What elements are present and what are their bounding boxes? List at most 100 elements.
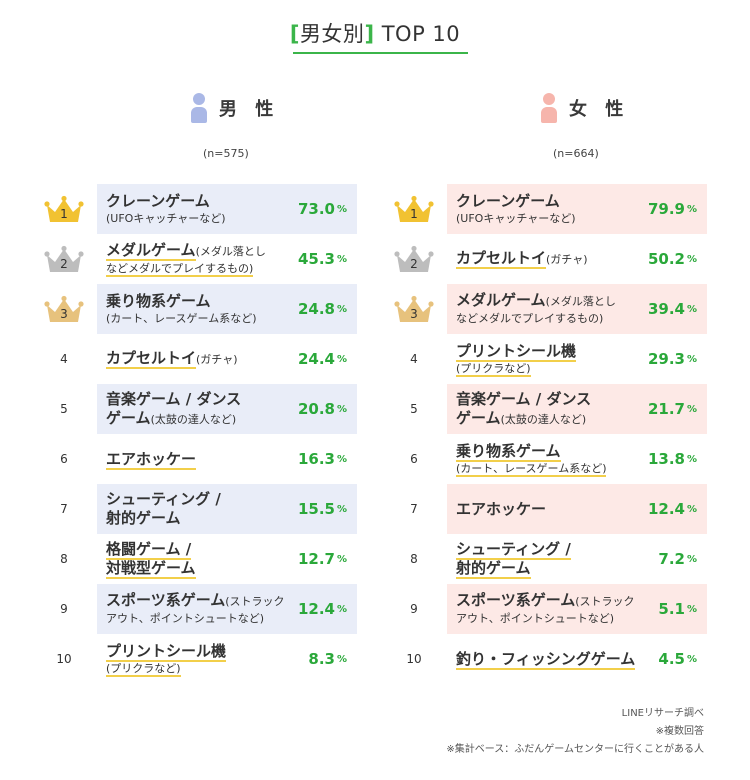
item-name: エアホッケー — [456, 484, 641, 534]
item-title: エアホッケー — [456, 499, 547, 518]
item-subtitle: (プリクラなど) — [106, 661, 291, 677]
ranking-row: 6 エアホッケー 16.3% — [0, 434, 360, 484]
item-percentage: 12.4% — [285, 584, 347, 634]
item-percentage: 39.4% — [635, 284, 697, 334]
item-title: プリントシール機 — [456, 341, 577, 362]
item-name: 格闘ゲーム / 対戦型ゲーム — [106, 534, 291, 584]
item-title-continued: ゲーム — [106, 408, 151, 427]
rank-cell: 9 — [44, 584, 84, 634]
percentage-value: 29.3 — [647, 350, 685, 368]
rank-cell: 7 — [394, 484, 434, 534]
item-subtitle-text: (UFOキャッチャーなど) — [106, 211, 226, 225]
item-title-line: カプセルトイ(ガチャ) — [456, 249, 641, 269]
rank-number: 3 — [60, 307, 68, 321]
item-title: 音楽ゲーム / ダンス — [106, 389, 242, 408]
title-underline — [293, 52, 468, 54]
item-title: メダルゲーム — [456, 291, 546, 309]
item-name: スポーツ系ゲーム(ストラック アウト、ポイントシュートなど) — [106, 584, 291, 634]
item-title-line: プリントシール機 — [106, 641, 291, 662]
ranking-row: 3 乗り物系ゲーム (カート、レースゲーム系など) 24.8% — [0, 284, 360, 334]
item-title-continued: 対戦型ゲーム — [106, 559, 196, 579]
percentage-unit: % — [336, 253, 347, 265]
percentage-unit: % — [686, 203, 697, 215]
rank-cell: 10 — [394, 634, 434, 684]
percentage-unit: % — [336, 203, 347, 215]
item-name: スポーツ系ゲーム(ストラック アウト、ポイントシュートなど) — [456, 584, 641, 634]
item-title: クレーンゲーム — [106, 191, 210, 210]
item-title: 乗り物系ゲーム — [106, 291, 211, 310]
item-title-line: 釣り・フィッシングゲーム — [456, 649, 641, 670]
rank-number: 1 — [410, 207, 418, 221]
row-background — [447, 484, 707, 534]
percentage-unit: % — [336, 403, 347, 415]
percentage-value: 5.1 — [658, 600, 685, 618]
ranking-row: 6 乗り物系ゲーム (カート、レースゲーム系など) 13.8% — [350, 434, 710, 484]
item-percentage: 7.2% — [635, 534, 697, 584]
rank-cell: 4 — [394, 334, 434, 384]
item-title-line: カプセルトイ(ガチャ) — [106, 349, 291, 369]
item-title: スポーツ系ゲーム — [106, 591, 226, 609]
percentage-value: 39.4 — [647, 300, 685, 318]
rank-number: 5 — [60, 402, 68, 416]
row-background — [447, 284, 707, 334]
percentage-unit: % — [336, 453, 347, 465]
rank-cell: 10 — [44, 634, 84, 684]
ranking-row: 4 カプセルトイ(ガチャ) 24.4% — [0, 334, 360, 384]
rank-cell: 1 — [394, 184, 434, 234]
item-percentage: 29.3% — [635, 334, 697, 384]
item-inline-note: (太鼓の達人など) — [150, 412, 237, 426]
rank-cell: 8 — [44, 534, 84, 584]
item-subtitle-text: などメダルでプレイするもの) — [456, 312, 604, 325]
item-percentage: 20.8% — [285, 384, 347, 434]
item-inline-note: (メダル落とし — [545, 295, 616, 308]
item-title-line: 乗り物系ゲーム — [456, 441, 641, 462]
item-subtitle-text: などメダルでプレイするもの) — [106, 262, 254, 277]
item-percentage: 12.4% — [635, 484, 697, 534]
ranking-row: 5 音楽ゲーム / ダンス ゲーム(太鼓の達人など) 21.7% — [350, 384, 710, 434]
footnote-base: ※集計ベース：ふだんゲームセンターに行くことがある人 — [446, 744, 704, 755]
rank-number: 2 — [60, 257, 68, 271]
ranking-row: 1 クレーンゲーム (UFOキャッチャーなど) 73.0% — [0, 184, 360, 234]
item-name: メダルゲーム(メダル落とし などメダルでプレイするもの) — [106, 234, 291, 284]
percentage-unit: % — [686, 453, 697, 465]
ranking-row: 7 シューティング / 射的ゲーム 15.5% — [0, 484, 360, 534]
item-percentage: 24.8% — [285, 284, 347, 334]
female-sample-size: (n=664) — [553, 147, 599, 160]
item-title: シューティング / — [456, 540, 571, 560]
female-label: 女 性 — [569, 99, 630, 120]
percentage-unit: % — [336, 353, 347, 365]
item-title-line: メダルゲーム(メダル落とし — [106, 241, 291, 261]
item-subtitle-text: (UFOキャッチャーなど) — [456, 211, 576, 225]
row-background — [97, 384, 357, 434]
percentage-unit: % — [686, 353, 697, 365]
item-name: エアホッケー — [106, 434, 291, 484]
percentage-value: 12.7 — [297, 550, 335, 568]
rank-number: 6 — [60, 452, 68, 466]
male-person-icon — [191, 93, 207, 123]
female-header: 女 性 — [541, 92, 629, 124]
item-title-line: プリントシール機 — [456, 341, 641, 362]
percentage-value: 45.3 — [297, 250, 335, 268]
rank-number: 9 — [410, 602, 418, 616]
female-person-icon — [541, 93, 557, 123]
percentage-value: 21.7 — [647, 400, 685, 418]
rank-cell: 5 — [394, 384, 434, 434]
item-title-line: 格闘ゲーム / — [106, 540, 291, 560]
percentage-unit: % — [686, 653, 697, 665]
percentage-value: 24.4 — [297, 350, 335, 368]
item-title-continued: ゲーム — [456, 408, 501, 427]
item-title-line: スポーツ系ゲーム(ストラック — [106, 591, 291, 611]
item-subtitle: アウト、ポイントシュートなど) — [106, 611, 291, 627]
row-background — [97, 284, 357, 334]
item-percentage: 8.3% — [285, 634, 347, 684]
item-subtitle-text: アウト、ポイントシュートなど) — [106, 612, 265, 625]
item-subtitle: (プリクラなど) — [456, 361, 641, 377]
item-percentage: 16.3% — [285, 434, 347, 484]
percentage-value: 73.0 — [297, 200, 335, 218]
item-name: 釣り・フィッシングゲーム — [456, 634, 641, 684]
item-percentage: 4.5% — [635, 634, 697, 684]
rank-number: 7 — [60, 502, 68, 516]
percentage-value: 4.5 — [658, 650, 685, 668]
item-inline-note: (ストラック — [225, 595, 285, 608]
percentage-unit: % — [686, 303, 697, 315]
